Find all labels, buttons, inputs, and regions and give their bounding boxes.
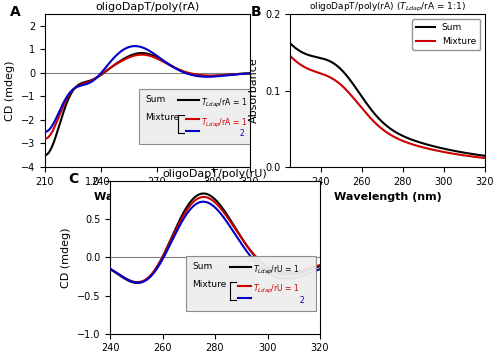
Text: Mixture: Mixture	[146, 113, 180, 122]
Text: Sum: Sum	[146, 95, 166, 104]
Text: $T_{Ldap}$/rA = 1: $T_{Ldap}$/rA = 1	[201, 116, 247, 130]
Text: A: A	[10, 5, 21, 19]
FancyBboxPatch shape	[140, 89, 250, 144]
Text: B: B	[251, 5, 262, 19]
Text: 2: 2	[299, 296, 304, 305]
Text: $T_{Ldap}$/rU = 1: $T_{Ldap}$/rU = 1	[253, 264, 300, 277]
Title: oligoDapT/poly(rA): oligoDapT/poly(rA)	[96, 2, 200, 12]
Text: 2: 2	[240, 130, 244, 138]
Y-axis label: Absorbance: Absorbance	[250, 58, 260, 124]
Legend: Sum, Mixture: Sum, Mixture	[412, 19, 480, 50]
Title: oligoDapT/poly(rA) ($T_{Ldap}$/rA = 1:1): oligoDapT/poly(rA) ($T_{Ldap}$/rA = 1:1)	[309, 1, 466, 14]
X-axis label: Wavelength (nm): Wavelength (nm)	[94, 192, 202, 202]
Text: C: C	[68, 172, 78, 186]
Text: $T_{Ldap}$/rU = 1: $T_{Ldap}$/rU = 1	[253, 283, 300, 296]
Text: $T_{Ldap}$/rA = 1: $T_{Ldap}$/rA = 1	[201, 97, 247, 110]
Text: Sum: Sum	[192, 262, 212, 271]
X-axis label: Wavelength (nm): Wavelength (nm)	[334, 192, 442, 202]
Title: oligoDapT/poly(rU): oligoDapT/poly(rU)	[162, 169, 268, 179]
FancyBboxPatch shape	[186, 256, 316, 311]
Text: Mixture: Mixture	[192, 280, 226, 289]
Y-axis label: CD (mdeg): CD (mdeg)	[61, 227, 71, 288]
Y-axis label: CD (mdeg): CD (mdeg)	[6, 60, 16, 121]
